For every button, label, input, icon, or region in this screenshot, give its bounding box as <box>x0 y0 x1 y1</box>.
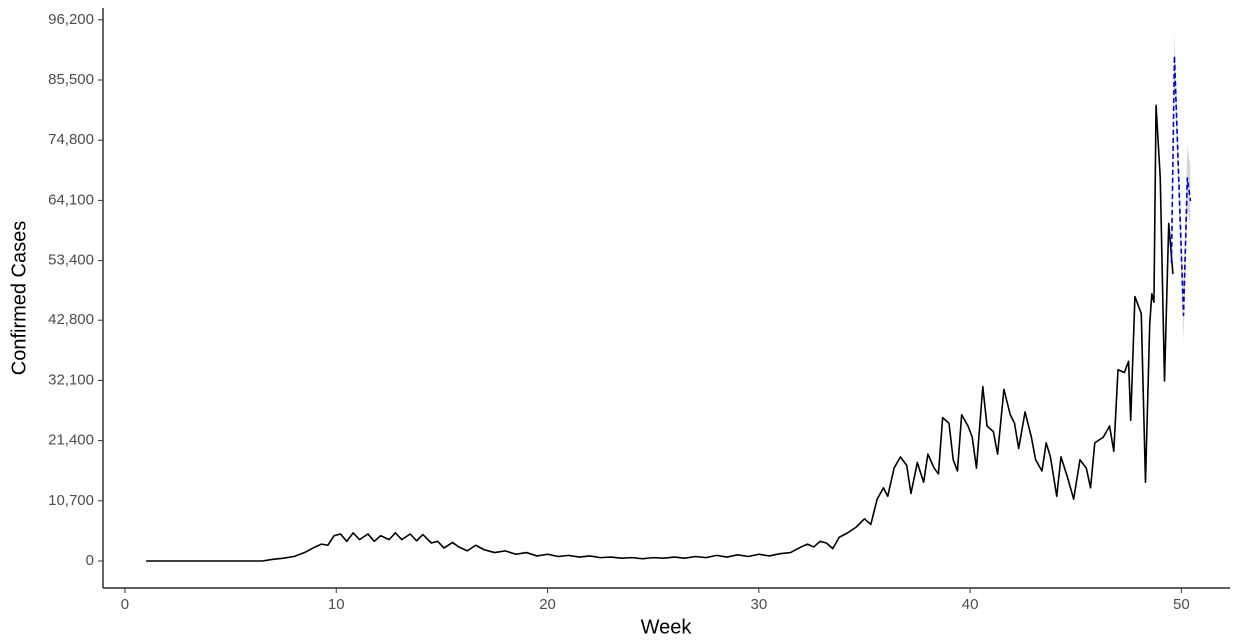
y-tick-label: 21,400 <box>48 432 94 449</box>
x-axis-title: Week <box>641 616 693 638</box>
x-tick-label: 0 <box>121 596 129 613</box>
series-line <box>1170 55 1192 316</box>
x-tick-label: 40 <box>962 596 979 613</box>
y-tick-label: 74,800 <box>48 131 94 148</box>
x-tick-label: 50 <box>1173 596 1190 613</box>
y-tick-label: 42,800 <box>48 311 94 328</box>
series-line <box>146 104 1174 562</box>
y-axis-title: Confirmed Cases <box>8 221 30 376</box>
y-tick-label: 10,700 <box>48 492 94 509</box>
y-tick-label: 32,100 <box>48 371 94 388</box>
y-tick-label: 64,100 <box>48 191 94 208</box>
x-tick-label: 10 <box>328 596 345 613</box>
x-tick-label: 30 <box>750 596 767 613</box>
x-tick-label: 20 <box>539 596 556 613</box>
y-tick-label: 85,500 <box>48 71 94 88</box>
y-tick-label: 96,200 <box>48 11 94 28</box>
y-tick-label: 0 <box>86 552 94 569</box>
y-tick-label: 53,400 <box>48 252 94 269</box>
